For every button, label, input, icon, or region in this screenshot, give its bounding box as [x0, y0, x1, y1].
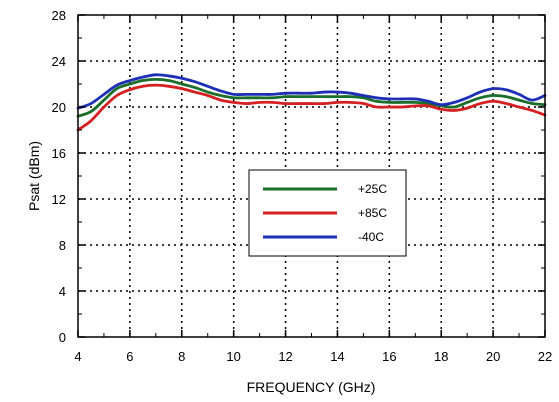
- x-tick-label: 22: [538, 349, 552, 364]
- y-tick-label: 20: [52, 100, 66, 115]
- y-tick-label: 8: [59, 238, 66, 253]
- legend-label-plus85c: +85C: [358, 206, 387, 220]
- x-tick-label: 12: [278, 349, 292, 364]
- x-tick-labels: 4 6 8 10 12 14 16 18 20 22: [74, 349, 552, 364]
- x-tick-label: 10: [226, 349, 240, 364]
- y-axis-title: Psat (dBm): [26, 141, 42, 211]
- series-lines: [76, 73, 547, 132]
- legend-label-minus40c: -40C: [358, 230, 384, 244]
- y-tick-label: 28: [52, 8, 66, 23]
- y-tick-label: 0: [59, 330, 66, 345]
- x-tick-label: 4: [74, 349, 81, 364]
- x-tick-label: 8: [178, 349, 185, 364]
- x-tick-label: 14: [330, 349, 344, 364]
- y-tick-label: 4: [59, 284, 66, 299]
- legend-label-plus25c: +25C: [358, 182, 387, 196]
- x-tick-label: 16: [382, 349, 396, 364]
- legend: +25C +85C -40C: [248, 169, 407, 257]
- series-line-minus40c: [76, 73, 547, 110]
- x-tick-label: 18: [434, 349, 448, 364]
- y-tick-label: 16: [52, 146, 66, 161]
- legend-items: +25C +85C -40C: [263, 182, 387, 244]
- series-line-plus85c: [76, 83, 547, 132]
- x-tick-label: 20: [486, 349, 500, 364]
- x-axis-title: FREQUENCY (GHz): [247, 379, 376, 395]
- series-line-plus25c: [76, 78, 547, 118]
- y-tick-label: 24: [52, 54, 66, 69]
- x-tick-label: 6: [126, 349, 133, 364]
- y-tick-labels: 0 4 8 12 16 20 24 28: [52, 8, 66, 345]
- y-tick-label: 12: [52, 192, 66, 207]
- axis-ticks: [77, 14, 546, 338]
